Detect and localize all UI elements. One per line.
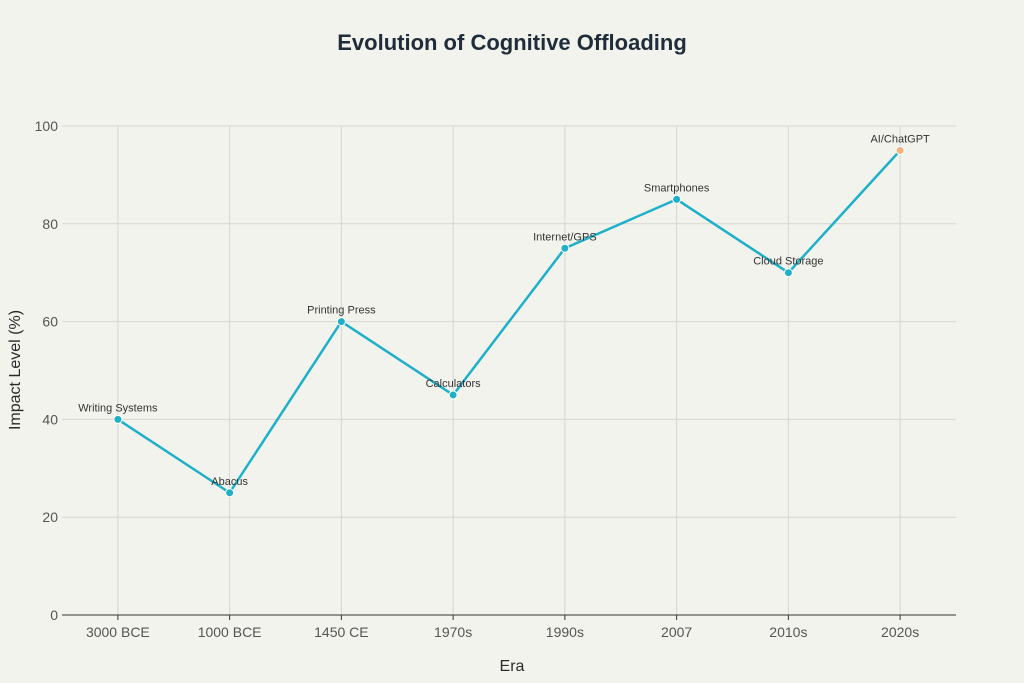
x-axis-ticks: 3000 BCE 1000 BCE 1450 CE 1970s 1990s 2007 201… — [86, 615, 919, 640]
point-label: Calculators — [426, 378, 482, 390]
y-tick-label: 0 — [50, 607, 58, 623]
y-tick-label: 20 — [42, 509, 58, 525]
y-axis-title: Impact Level (%) — [7, 310, 24, 430]
data-point — [448, 390, 458, 400]
point-label: Abacus — [211, 476, 248, 488]
grid — [62, 125, 956, 615]
x-tick-label: 2020s — [881, 624, 919, 640]
point-label: Smartphones — [644, 182, 710, 194]
x-tick-label: 2007 — [661, 624, 692, 640]
y-tick-label: 100 — [35, 118, 59, 134]
point-label: AI/ChatGPT — [870, 133, 930, 145]
y-tick-label: 40 — [42, 411, 58, 427]
data-point — [336, 317, 346, 327]
series — [113, 145, 905, 498]
x-tick-label: 3000 BCE — [86, 624, 150, 640]
x-tick-label: 1000 BCE — [198, 624, 262, 640]
point-labels: Writing Systems Abacus Printing Press Calcu… — [78, 133, 930, 487]
data-point — [672, 194, 682, 204]
x-tick-label: 1990s — [546, 624, 584, 640]
y-tick-label: 80 — [42, 216, 58, 232]
y-tick-label: 60 — [42, 314, 58, 330]
data-point — [560, 243, 570, 253]
point-label: Cloud Storage — [753, 256, 823, 268]
data-point — [783, 268, 793, 278]
data-point — [225, 488, 235, 498]
series-line — [117, 149, 902, 494]
x-tick-label: 2010s — [769, 624, 807, 640]
y-axis-ticks: 0 20 40 60 80 100 — [35, 118, 59, 623]
data-point — [895, 145, 905, 155]
x-tick-label: 1450 CE — [314, 624, 368, 640]
point-label: Printing Press — [307, 305, 376, 317]
x-tick-label: 1970s — [434, 624, 472, 640]
chart-title: Evolution of Cognitive Offloading — [337, 30, 687, 55]
x-axis-title: Era — [500, 658, 525, 675]
data-point — [113, 414, 123, 424]
point-label: Internet/GPS — [533, 231, 597, 243]
point-label: Writing Systems — [78, 402, 158, 414]
